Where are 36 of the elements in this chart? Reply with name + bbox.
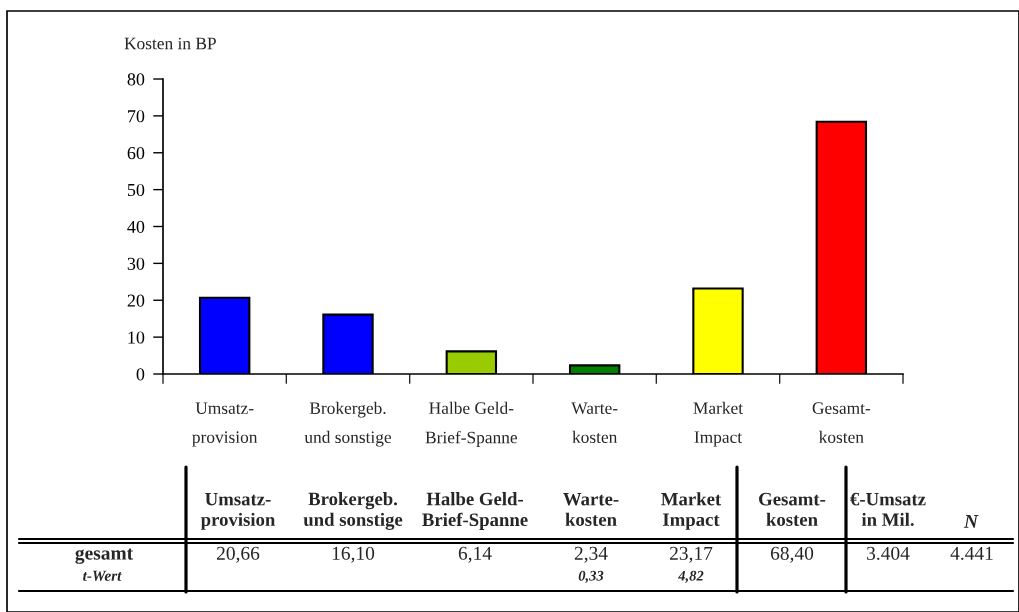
y-axis-title: Kosten in BP	[124, 37, 216, 50]
x-tick-label: Gesamt- kosten	[812, 402, 871, 443]
category-label: Warte- kosten	[563, 492, 619, 526]
y-tick-label: 80	[127, 73, 145, 86]
x-tick-label: Brokergeb. und sonstige	[304, 401, 392, 447]
y-tick-label: 20	[127, 294, 145, 307]
data-label: 20,66	[216, 546, 260, 563]
y-tick-label: 50	[127, 183, 145, 197]
text: gesamt	[75, 548, 134, 564]
x-tick-label: Market Impact	[693, 401, 743, 447]
y-tick-label: 60	[127, 147, 145, 160]
text: t-Wert	[83, 570, 122, 581]
y-tick-label: 70	[128, 110, 145, 123]
data-label: 23,17	[669, 546, 713, 563]
x-tick-label: Umsatz- provision	[192, 402, 258, 447]
y-tick-label: 0	[136, 368, 145, 381]
category-label: Umsatz- provision	[200, 492, 276, 530]
category-label: Market Impact	[661, 492, 722, 530]
data-label: 6,14	[458, 546, 492, 563]
text: 0,33	[578, 570, 604, 583]
y-tick-label: 30	[127, 257, 145, 270]
category-label: Halbe Geld- Brief-Spanne	[422, 492, 528, 530]
data-label: 16,10	[332, 546, 375, 563]
category-label: Gesamt- kosten	[759, 492, 826, 526]
data-label: 68,40	[770, 546, 814, 563]
y-tick-label: 40	[127, 220, 145, 233]
x-tick-label: Warte- kosten	[571, 402, 618, 443]
x-tick-label: Halbe Geld- Brief-Spanne	[425, 401, 518, 447]
y-tick-label: 10	[128, 331, 145, 344]
text: €-Umsatz in Mil.	[850, 492, 926, 527]
category-label: Brokergeb. und sonstige	[303, 492, 403, 530]
data-label: 2,34	[574, 546, 608, 563]
text: 4,82	[678, 570, 704, 583]
text: 3.404	[867, 546, 910, 560]
text: 4.441	[950, 546, 993, 560]
text: N	[963, 514, 979, 528]
